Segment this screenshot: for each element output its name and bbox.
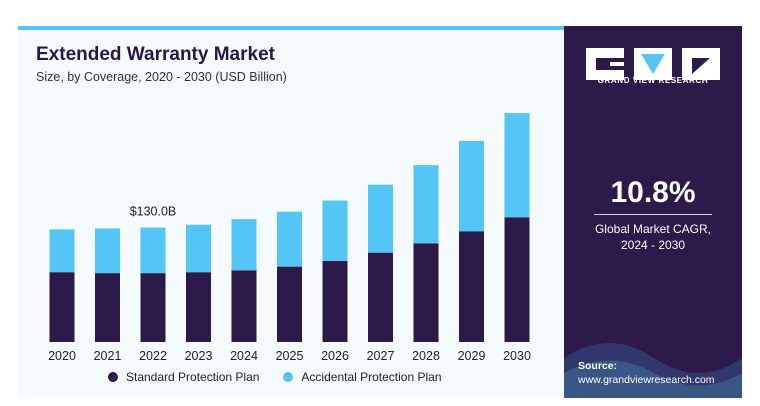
bar-standard-2030 <box>504 217 530 342</box>
bar-accidental-2029 <box>459 140 484 232</box>
legend-swatch-standard <box>108 372 118 382</box>
chart-subtitle: Size, by Coverage, 2020 - 2030 (USD Bill… <box>36 70 287 84</box>
cagr-label: Global Market CAGR, 2024 - 2030 <box>564 221 742 253</box>
chart-title: Extended Warranty Market <box>36 44 275 65</box>
decorative-wave-icon <box>564 343 742 398</box>
source-link[interactable]: www.grandviewresearch.com <box>578 374 715 386</box>
bar-standard-2023 <box>186 272 211 342</box>
chart-legend: Standard Protection Plan Accidental Prot… <box>108 370 466 384</box>
bar-accidental-2023 <box>186 224 211 273</box>
bar-standard-2022 <box>140 273 166 342</box>
x-tick-label-2024: 2024 <box>230 349 258 363</box>
bar-accidental-2022 <box>140 227 166 274</box>
brand-name: GRAND VIEW RESEARCH <box>597 76 709 85</box>
x-tick-label-2028: 2028 <box>412 349 440 363</box>
cagr-label-line2: 2024 - 2030 <box>620 238 686 252</box>
legend-swatch-accidental <box>283 372 294 382</box>
legend-label-standard: Standard Protection Plan <box>126 370 260 384</box>
source-label: Source: <box>578 360 618 372</box>
bar-standard-2028 <box>413 243 439 342</box>
x-tick-label-2023: 2023 <box>185 349 213 363</box>
bar-standard-2021 <box>95 273 120 342</box>
cagr-value: 10.8% <box>610 176 696 209</box>
bar-standard-2024 <box>231 270 257 342</box>
bar-standard-2020 <box>49 272 75 342</box>
brand-panel: GRAND VIEW RESEARCH 10.8% Global Market … <box>564 26 742 398</box>
bar-accidental-2025 <box>277 211 302 267</box>
x-tick-label-2020: 2020 <box>48 349 76 363</box>
x-tick-label-2027: 2027 <box>367 349 395 363</box>
bar-standard-2026 <box>322 261 348 342</box>
accent-bar <box>18 26 564 30</box>
legend-item-standard: Standard Protection Plan <box>108 370 259 384</box>
x-tick-label-2021: 2021 <box>94 349 122 363</box>
bar-standard-2027 <box>368 252 393 342</box>
bar-chart: 2020 2021 2022 2023 2024 2025 2026 2027 2028 2029… <box>48 113 531 363</box>
bar-accidental-2028 <box>413 165 439 244</box>
legend-item-accidental: Accidental Protection Plan <box>283 370 442 384</box>
legend-label-accidental: Accidental Protection Plan <box>301 370 442 384</box>
bar-accidental-2026 <box>322 200 348 262</box>
x-tick-label-2029: 2029 <box>458 349 486 363</box>
bar-accidental-2027 <box>368 184 393 253</box>
cagr-label-line1: Global Market CAGR, <box>594 222 712 236</box>
bar-accidental-2024 <box>231 219 257 271</box>
bar-accidental-2030 <box>504 113 530 218</box>
bar-accidental-2020 <box>49 229 75 273</box>
x-tick-label-2030: 2030 <box>503 349 531 363</box>
bar-standard-2025 <box>277 266 302 342</box>
x-tick-label-2022: 2022 <box>139 349 167 363</box>
x-tick-label-2025: 2025 <box>276 349 304 363</box>
bar-standard-2029 <box>459 231 484 342</box>
gvr-logo-icon <box>586 48 720 80</box>
data-label-2022: $130.0B <box>130 205 177 219</box>
bar-accidental-2021 <box>95 228 120 274</box>
cagr-divider <box>594 214 712 215</box>
x-tick-label-2026: 2026 <box>321 349 349 363</box>
